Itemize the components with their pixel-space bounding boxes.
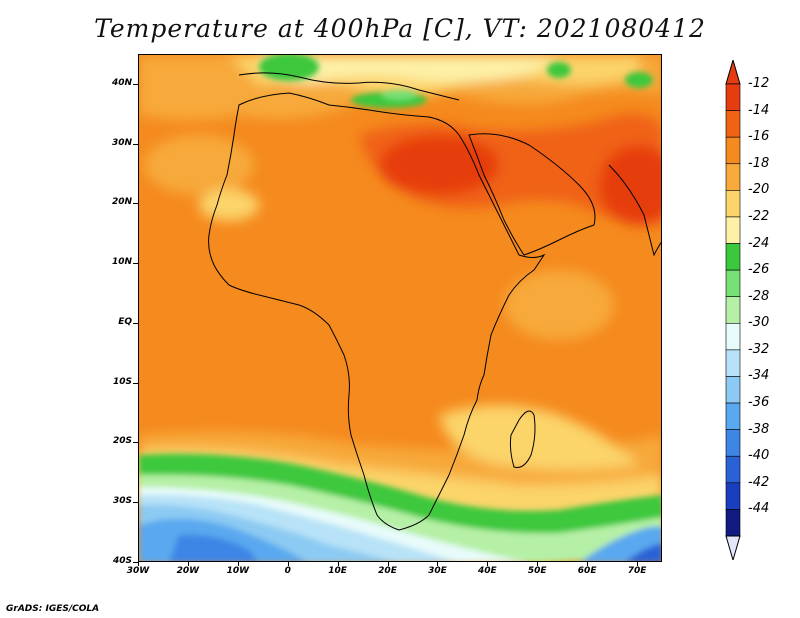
colorbar-label: -12 bbox=[748, 76, 770, 91]
colorbar-label: -28 bbox=[748, 288, 770, 304]
colorbar-swatch bbox=[725, 376, 741, 404]
colorbar-label: -14 bbox=[748, 102, 770, 118]
colorbar-swatch bbox=[725, 163, 741, 191]
colorbar-svg bbox=[725, 58, 741, 562]
colorbar-label: -36 bbox=[748, 395, 770, 411]
colorbar-label: -34 bbox=[748, 368, 770, 384]
y-tick-label: 20S bbox=[112, 436, 132, 447]
colorbar-label: -30 bbox=[748, 315, 770, 331]
colorbar-swatch bbox=[725, 269, 741, 298]
colorbar-label: -32 bbox=[748, 341, 770, 357]
x-tick-label: 50E bbox=[527, 566, 547, 576]
colorbar bbox=[720, 58, 800, 562]
x-tick bbox=[437, 562, 438, 566]
colorbar-swatch bbox=[725, 509, 741, 537]
x-tick-label: 20E bbox=[378, 566, 397, 576]
colorbar-label: -40 bbox=[748, 448, 770, 464]
y-tick-label: 40N bbox=[111, 77, 132, 88]
x-tick-label: 0 bbox=[284, 566, 291, 576]
chart-title: Temperature at 400hPa [C], VT: 202108041… bbox=[94, 14, 706, 43]
colorbar-swatch bbox=[725, 402, 741, 430]
y-tick-label: 10S bbox=[112, 376, 132, 387]
colorbar-swatch bbox=[725, 243, 741, 271]
map-field bbox=[139, 55, 661, 561]
y-tick-label: EQ bbox=[118, 316, 132, 327]
y-tick bbox=[133, 383, 138, 384]
colorbar-label: -16 bbox=[748, 129, 770, 145]
colorbar-swatch bbox=[725, 190, 741, 218]
colorbar-label: -26 bbox=[748, 262, 770, 278]
x-tick-label: 70E bbox=[627, 566, 647, 576]
x-tick-label: 10E bbox=[328, 566, 347, 576]
colorbar-swatch bbox=[725, 136, 741, 165]
x-tick bbox=[138, 562, 139, 566]
colorbar-label: -38 bbox=[748, 421, 770, 437]
x-tick-label: 30W bbox=[126, 566, 150, 576]
y-tick bbox=[133, 502, 138, 503]
x-tick bbox=[587, 562, 588, 566]
x-tick bbox=[388, 562, 389, 566]
y-tick bbox=[133, 84, 138, 85]
colorbar-swatch bbox=[725, 455, 741, 484]
x-tick bbox=[637, 562, 638, 566]
colorbar-label: -42 bbox=[748, 474, 770, 490]
y-tick-label: 30S bbox=[112, 496, 132, 507]
colorbar-label: -22 bbox=[748, 208, 770, 224]
colorbar-swatch bbox=[725, 216, 741, 244]
colorbar-swatch bbox=[725, 110, 741, 138]
y-tick bbox=[133, 442, 138, 443]
y-tick-label: 30N bbox=[111, 137, 132, 148]
y-tick-label: 10N bbox=[111, 257, 132, 268]
colorbar-bottom-triangle bbox=[725, 535, 741, 562]
x-tick-label: 10W bbox=[226, 566, 250, 576]
colorbar-label: -24 bbox=[748, 235, 770, 251]
temperature-map bbox=[138, 54, 662, 562]
y-tick-label: 20N bbox=[111, 197, 132, 208]
y-tick bbox=[133, 323, 138, 324]
colorbar-label: -44 bbox=[748, 501, 770, 517]
x-tick bbox=[188, 562, 189, 566]
grads-credit: GrADS: IGES/COLA bbox=[6, 604, 100, 614]
y-tick bbox=[133, 562, 138, 563]
colorbar-swatch bbox=[725, 429, 741, 457]
coastlines bbox=[208, 72, 661, 531]
x-tick bbox=[537, 562, 538, 566]
x-tick-label: 60E bbox=[577, 566, 597, 576]
colorbar-label: -20 bbox=[748, 182, 770, 198]
y-tick bbox=[133, 203, 138, 204]
colorbar-swatch bbox=[725, 83, 741, 111]
x-tick bbox=[338, 562, 339, 566]
colorbar-label: -18 bbox=[748, 155, 770, 171]
colorbar-top-triangle bbox=[725, 58, 741, 85]
y-tick bbox=[133, 263, 138, 264]
x-tick bbox=[288, 562, 289, 566]
colorbar-swatch bbox=[725, 322, 741, 351]
x-tick-label: 40E bbox=[477, 566, 497, 576]
x-tick bbox=[238, 562, 239, 566]
y-tick bbox=[133, 144, 138, 145]
x-tick bbox=[487, 562, 488, 566]
colorbar-swatch bbox=[725, 349, 741, 377]
colorbar-swatch bbox=[725, 296, 741, 324]
y-tick-label: 40S bbox=[112, 556, 132, 566]
x-tick-label: 30E bbox=[428, 566, 447, 576]
colorbar-swatch bbox=[725, 482, 741, 510]
x-tick-label: 20W bbox=[176, 566, 200, 576]
